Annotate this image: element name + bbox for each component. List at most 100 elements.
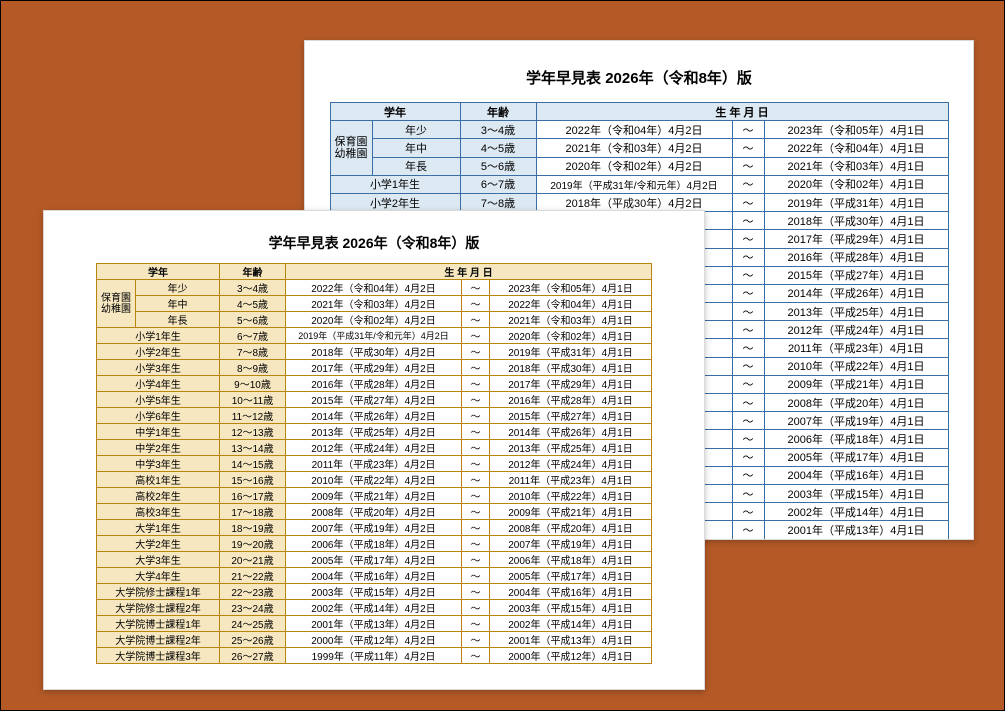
cell-tilde: ～ bbox=[732, 448, 764, 466]
cell-birth-from: 2020年（令和02年）4月2日 bbox=[286, 312, 462, 328]
table-row: 小学2年生7～8歳2018年（平成30年）4月2日～2019年（平成31年）4月… bbox=[97, 344, 652, 360]
cell-birth-to: 2004年（平成16年）4月1日 bbox=[490, 584, 652, 600]
cell-tilde: ～ bbox=[462, 504, 490, 520]
cell-birth-from: 2020年（令和02年）4月2日 bbox=[536, 157, 732, 175]
cell-tilde: ～ bbox=[462, 392, 490, 408]
cell-tilde: ～ bbox=[732, 466, 764, 484]
cell-birth-to: 2010年（平成22年）4月1日 bbox=[490, 488, 652, 504]
table-row: 年中4～5歳2021年（令和03年）4月2日～2022年（令和04年）4月1日 bbox=[97, 296, 652, 312]
cell-tilde: ～ bbox=[732, 248, 764, 266]
cell-age: 18～19歳 bbox=[220, 520, 286, 536]
cell-tilde: ～ bbox=[732, 193, 764, 211]
stage: 学年早見表 2026年（令和8年）版学年年齢生 年 月 日保育園幼稚園年少3～4… bbox=[0, 0, 1005, 711]
cell-birth-to: 2017年（平成29年）4月1日 bbox=[490, 376, 652, 392]
cell-tilde: ～ bbox=[462, 472, 490, 488]
cell-grade: 年長 bbox=[136, 312, 220, 328]
cell-birth-to: 2014年（平成26年）4月1日 bbox=[764, 284, 948, 302]
cell-tilde: ～ bbox=[732, 303, 764, 321]
table-row: 大学院博士課程2年25～26歳2000年（平成12年）4月2日～2001年（平成… bbox=[97, 632, 652, 648]
cell-age: 10～11歳 bbox=[220, 392, 286, 408]
cell-birth-to: 2016年（平成28年）4月1日 bbox=[764, 248, 948, 266]
cell-tilde: ～ bbox=[462, 312, 490, 328]
cell-birth-to: 2019年（平成31年）4月1日 bbox=[490, 344, 652, 360]
cell-age: 8～9歳 bbox=[220, 360, 286, 376]
cell-grade: 小学2年生 bbox=[97, 344, 220, 360]
cell-birth-to: 2017年（平成29年）4月1日 bbox=[764, 230, 948, 248]
table-row: 大学院修士課程1年22～23歳2003年（平成15年）4月2日～2004年（平成… bbox=[97, 584, 652, 600]
cell-grade: 大学院修士課程2年 bbox=[97, 600, 220, 616]
table-row: 小学1年生6～7歳2019年（平成31年/令和元年）4月2日～2020年（令和0… bbox=[97, 328, 652, 344]
cell-grade: 大学4年生 bbox=[97, 568, 220, 584]
cell-birth-from: 2017年（平成29年）4月2日 bbox=[286, 360, 462, 376]
cell-birth-to: 2000年（平成12年）4月1日 bbox=[490, 648, 652, 664]
cell-birth-to: 2007年（平成19年）4月1日 bbox=[764, 412, 948, 430]
cell-birth-to: 2022年（令和04年）4月1日 bbox=[764, 139, 948, 157]
cell-tilde: ～ bbox=[732, 357, 764, 375]
cell-birth-to: 2022年（令和04年）4月1日 bbox=[490, 296, 652, 312]
cell-birth-from: 2000年（平成12年）4月2日 bbox=[286, 632, 462, 648]
cell-grade: 小学3年生 bbox=[97, 360, 220, 376]
table-row: 大学院博士課程1年24～25歳2001年（平成13年）4月2日～2002年（平成… bbox=[97, 616, 652, 632]
cell-age: 13～14歳 bbox=[220, 440, 286, 456]
cell-tilde: ～ bbox=[732, 521, 764, 539]
cell-grade: 小学6年生 bbox=[97, 408, 220, 424]
cell-age: 20～21歳 bbox=[220, 552, 286, 568]
cell-tilde: ～ bbox=[732, 121, 764, 139]
cell-birth-to: 2018年（平成30年）4月1日 bbox=[490, 360, 652, 376]
cell-grade: 高校1年生 bbox=[97, 472, 220, 488]
cell-age: 9～10歳 bbox=[220, 376, 286, 392]
cell-age: 11～12歳 bbox=[220, 408, 286, 424]
grade-table: 学年年齢生 年 月 日保育園幼稚園年少3～4歳2022年（令和04年）4月2日～… bbox=[96, 263, 652, 664]
cell-birth-to: 2003年（平成15年）4月1日 bbox=[764, 484, 948, 502]
cell-birth-to: 2014年（平成26年）4月1日 bbox=[490, 424, 652, 440]
cell-tilde: ～ bbox=[462, 424, 490, 440]
cell-tilde: ～ bbox=[732, 394, 764, 412]
cell-birth-to: 2009年（平成21年）4月1日 bbox=[764, 375, 948, 393]
cell-grade: 大学院博士課程3年 bbox=[97, 648, 220, 664]
cell-birth-from: 2021年（令和03年）4月2日 bbox=[536, 139, 732, 157]
cell-grade: 年少 bbox=[136, 280, 220, 296]
cell-grade: 中学3年生 bbox=[97, 456, 220, 472]
table-row: 保育園幼稚園年少3～4歳2022年（令和04年）4月2日～2023年（令和05年… bbox=[97, 280, 652, 296]
table-row: 年中4～5歳2021年（令和03年）4月2日～2022年（令和04年）4月1日 bbox=[330, 139, 948, 157]
table-row: 大学4年生21～22歳2004年（平成16年）4月2日～2005年（平成17年）… bbox=[97, 568, 652, 584]
cell-grade: 大学3年生 bbox=[97, 552, 220, 568]
cell-grade: 中学2年生 bbox=[97, 440, 220, 456]
cell-birth-to: 2006年（平成18年）4月1日 bbox=[490, 552, 652, 568]
cell-tilde: ～ bbox=[462, 280, 490, 296]
table-header-row: 学年年齢生 年 月 日 bbox=[330, 103, 948, 121]
cell-birth-from: 2014年（平成26年）4月2日 bbox=[286, 408, 462, 424]
cell-grade: 小学1年生 bbox=[330, 175, 460, 193]
table-row: 高校1年生15～16歳2010年（平成22年）4月2日～2011年（平成23年）… bbox=[97, 472, 652, 488]
cell-age: 12～13歳 bbox=[220, 424, 286, 440]
cell-birth-from: 2018年（平成30年）4月2日 bbox=[536, 193, 732, 211]
cell-tilde: ～ bbox=[462, 456, 490, 472]
preschool-group-label: 保育園幼稚園 bbox=[330, 121, 372, 176]
cell-age: 17～18歳 bbox=[220, 504, 286, 520]
panel-front: 学年早見表 2026年（令和8年）版学年年齢生 年 月 日保育園幼稚園年少3～4… bbox=[43, 210, 705, 690]
cell-birth-to: 2007年（平成19年）4月1日 bbox=[490, 536, 652, 552]
cell-birth-from: 2001年（平成13年）4月2日 bbox=[286, 616, 462, 632]
cell-grade: 大学院修士課程1年 bbox=[97, 584, 220, 600]
cell-birth-to: 2011年（平成23年）4月1日 bbox=[764, 339, 948, 357]
cell-birth-from: 2010年（平成22年）4月2日 bbox=[286, 472, 462, 488]
cell-tilde: ～ bbox=[462, 488, 490, 504]
table-row: 中学2年生13～14歳2012年（平成24年）4月2日～2013年（平成25年）… bbox=[97, 440, 652, 456]
cell-birth-from: 2022年（令和04年）4月2日 bbox=[536, 121, 732, 139]
cell-birth-from: 2009年（平成21年）4月2日 bbox=[286, 488, 462, 504]
cell-tilde: ～ bbox=[462, 440, 490, 456]
cell-tilde: ～ bbox=[462, 600, 490, 616]
cell-age: 19～20歳 bbox=[220, 536, 286, 552]
cell-birth-to: 2013年（平成25年）4月1日 bbox=[490, 440, 652, 456]
cell-tilde: ～ bbox=[732, 266, 764, 284]
table-title: 学年早見表 2026年（令和8年）版 bbox=[44, 233, 704, 253]
cell-birth-to: 2020年（令和02年）4月1日 bbox=[764, 175, 948, 193]
cell-birth-to: 2003年（平成15年）4月1日 bbox=[490, 600, 652, 616]
table-row: 大学3年生20～21歳2005年（平成17年）4月2日～2006年（平成18年）… bbox=[97, 552, 652, 568]
cell-tilde: ～ bbox=[732, 175, 764, 193]
cell-birth-to: 2005年（平成17年）4月1日 bbox=[490, 568, 652, 584]
cell-age: 3～4歳 bbox=[460, 121, 536, 139]
cell-birth-to: 2023年（令和05年）4月1日 bbox=[764, 121, 948, 139]
cell-birth-from: 1999年（平成11年）4月2日 bbox=[286, 648, 462, 664]
cell-birth-from: 2007年（平成19年）4月2日 bbox=[286, 520, 462, 536]
